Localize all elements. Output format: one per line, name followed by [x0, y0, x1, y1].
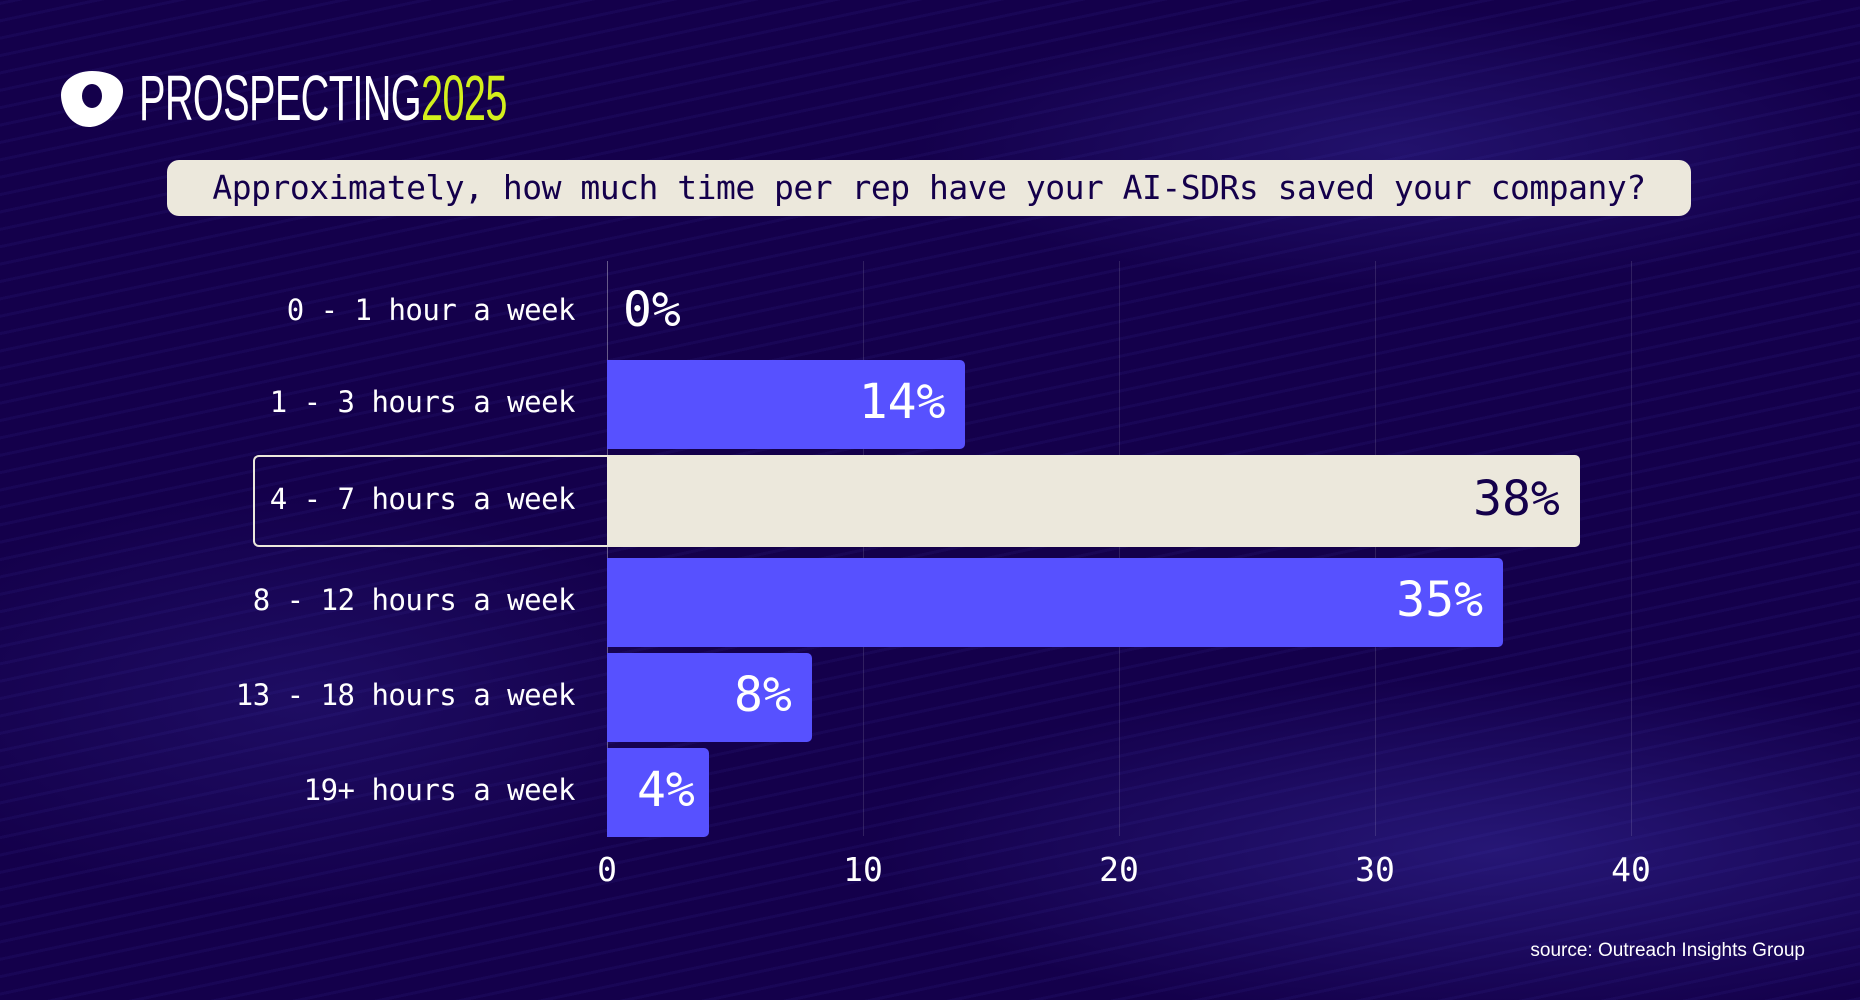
data-label: 14% [858, 374, 946, 430]
gridline [1375, 261, 1376, 836]
category-label: 1 - 3 hours a week [269, 385, 576, 419]
source-note: source: Outreach Insights Group [1530, 940, 1805, 961]
brand-year: 2025 [421, 62, 507, 134]
brand-title: PROSPECTING2025 [139, 66, 507, 130]
highlight-frame [253, 455, 607, 547]
bar [607, 747, 710, 837]
category-label: 19+ hours a week [303, 773, 576, 807]
category-label: 4 - 7 hours a week [269, 482, 576, 516]
data-label: 0% [623, 282, 681, 338]
data-label: 8% [734, 667, 792, 723]
gridline [863, 261, 864, 836]
x-tick-label: 30 [1355, 850, 1395, 889]
y-axis-line [607, 261, 608, 836]
category-label: 8 - 12 hours a week [252, 583, 576, 617]
data-label: 35% [1396, 572, 1483, 628]
data-label: 38% [1473, 471, 1560, 527]
x-tick-label: 40 [1611, 850, 1651, 889]
gridline [1631, 261, 1632, 836]
brand-name: PROSPECTING [139, 62, 422, 134]
gridline [1119, 261, 1120, 836]
category-label: 0 - 1 hour a week [286, 293, 576, 327]
chart-title: Approximately, how much time per rep hav… [167, 160, 1691, 216]
bar [607, 652, 812, 742]
x-tick-label: 20 [1099, 850, 1139, 889]
outreach-logo-icon [61, 71, 123, 127]
bar-highlighted [607, 455, 1580, 547]
bar [607, 359, 966, 449]
x-tick-label: 0 [597, 850, 617, 889]
x-tick-label: 10 [843, 850, 883, 889]
data-label: 4% [637, 762, 695, 818]
bar [607, 557, 1503, 647]
category-label: 13 - 18 hours a week [235, 678, 576, 712]
